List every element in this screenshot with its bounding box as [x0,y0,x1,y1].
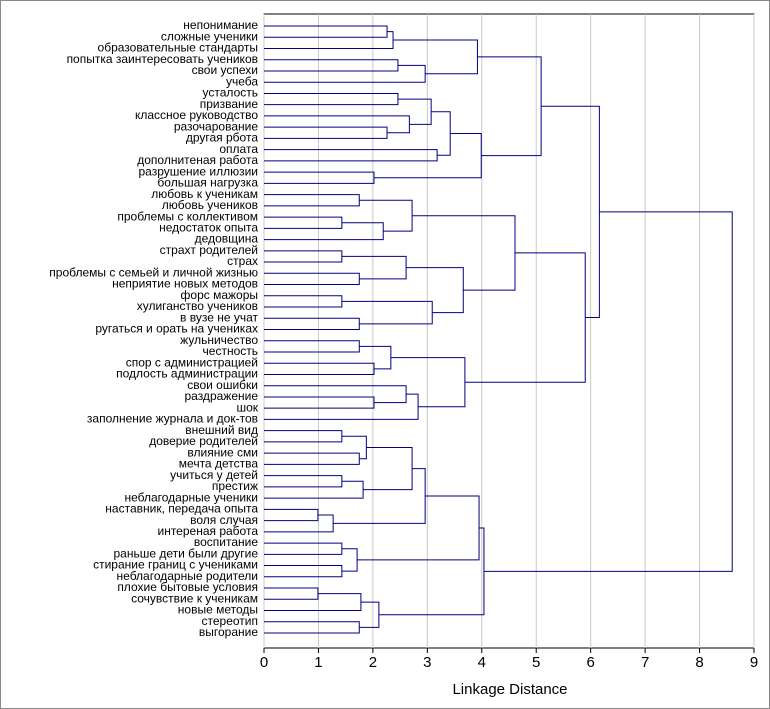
link [393,39,478,75]
link [373,132,482,179]
leaf-label: плохие бытовые условия [117,580,258,594]
leaf-label: доверие родителей [149,434,258,448]
leaf-label: ругаться и орать на учениках [95,322,258,336]
leaf-label: проблемы с коллективом [117,209,258,223]
leaf-label: свои успехи [192,63,258,77]
leaf-label: раньше дети были другие [113,546,258,560]
link [264,149,438,162]
link [341,300,433,325]
leaf-label: учиться у детей [170,468,258,482]
leaf-label: оплата [219,142,258,156]
leaf-label: спор с администрацией [126,355,258,369]
link [264,25,388,38]
leaf-label: страхт родителей [160,243,258,257]
link [397,98,432,125]
leaf-label: недостаток опыта [159,221,258,235]
link [264,126,388,139]
leaf-label: престиж [212,479,258,493]
leaf-label: призвание [200,97,259,111]
leaf-label: в вузе не учат [180,310,258,324]
x-tick-label: 4 [478,654,486,671]
leaf-label: стереотип [202,614,259,628]
leaf-label: непонимание [183,18,258,32]
leaf-label: подлость администрации [116,367,258,381]
leaf-label: сложные ученики [161,29,258,43]
link [483,211,733,572]
leaf-label: дедовщина [195,232,259,246]
link [477,56,542,157]
leaf-label: форс мажоры [181,288,258,302]
leaf-label: интереная работа [157,524,258,538]
leaf-label: неприятие новых методов [112,277,258,291]
x-tick-label: 2 [369,654,377,671]
leaf-label: стирание границ с учениками [93,558,258,572]
leaf-label: заполнение журнала и док-тов [87,412,258,426]
leaf-label: большая нагрузка [157,176,258,190]
leaf-label: неблагодарные родители [117,569,258,583]
leaf-label: воспитание [194,535,258,549]
x-tick-label: 1 [314,654,322,671]
leaf-label: раздражение [184,389,258,403]
leaf-label: влияние сми [187,445,258,459]
leaf-label: неблагодарные ученики [124,490,258,504]
link [464,252,586,383]
link [264,92,399,106]
leaf-label: шок [236,400,258,414]
link [264,59,399,72]
leaf-label: разочарование [174,119,259,133]
leaf-label: хулиганство учеников [137,299,258,313]
leaf-label: страх [227,254,258,268]
leaf-label: сочувствие к ученикам [131,591,258,605]
x-tick-label: 6 [586,654,594,671]
leaf-label: наставник, передача опыта [105,502,258,516]
leaf-label: новые методы [178,603,258,617]
x-tick-label: 5 [532,654,540,671]
x-tick-label: 8 [695,654,703,671]
x-tick-label: 9 [750,654,758,671]
leaf-label: усталость [203,86,258,100]
x-tick-label: 3 [423,654,431,671]
link [264,593,362,612]
leaf-label: проблемы с семьей и личной жизнью [49,265,258,279]
leaf-label: свои ошибки [187,378,258,392]
x-tick-label: 7 [641,654,649,671]
leaf-label: дополнитеная работа [137,153,258,167]
link [264,31,394,49]
leaf-label: мечта детства [179,457,259,471]
leaf-label: жульничество [180,333,258,347]
leaf-label: внешний вид [185,423,258,437]
leaf-label: учеба [226,74,258,88]
leaf-label: другая рбота [186,131,258,145]
leaf-label: честность [203,344,258,358]
link [264,222,384,241]
leaf-label: классное руководство [135,108,258,122]
leaf-label: попытка заинтересовать учеников [67,52,258,66]
leaf-label: воля случая [190,513,258,527]
x-axis-title: Linkage Distance [452,681,567,698]
x-tick-label: 0 [260,654,268,671]
leaf-label: разрушение иллюзии [138,164,258,178]
leaf-label: любовь учеников [162,198,258,212]
leaf-label: любовь к ученикам [151,187,258,201]
leaf-label: выгорание [199,625,258,639]
leaf-label: образовательные стандарты [98,41,258,55]
link [264,514,334,533]
